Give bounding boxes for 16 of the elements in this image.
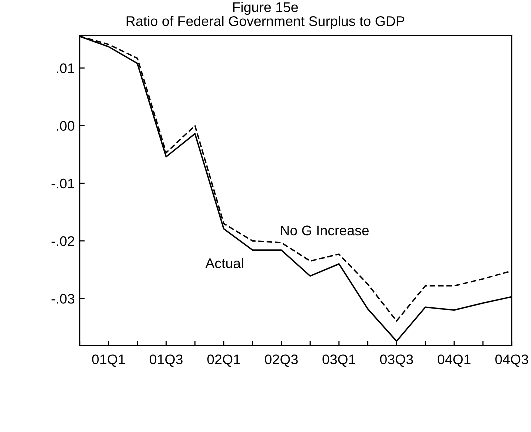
y-tick-label: .00 xyxy=(57,121,75,132)
x-tick-label: 02Q1 xyxy=(208,354,240,368)
y-tick-label: -.03 xyxy=(52,294,75,304)
series-label: Actual xyxy=(206,258,244,268)
chart-title: Figure 15e Ratio of Federal Government Surplus to GDP xyxy=(126,2,404,30)
x-tick-label: 01Q1 xyxy=(92,354,126,368)
y-tick-label: .01 xyxy=(57,64,74,74)
x-tick-label: 01Q3 xyxy=(150,354,183,368)
x-tick-label: 03Q3 xyxy=(380,354,414,368)
x-tick-label: 04Q1 xyxy=(438,354,471,368)
x-tick-label: 03Q1 xyxy=(322,354,356,368)
x-tick-label: 04Q3 xyxy=(496,354,528,368)
x-tick-label: 02Q3 xyxy=(265,354,298,368)
y-tick-label: -.02 xyxy=(52,236,74,246)
y-tick-label: -.01 xyxy=(52,178,74,189)
series-label: No G Increase xyxy=(281,226,369,236)
